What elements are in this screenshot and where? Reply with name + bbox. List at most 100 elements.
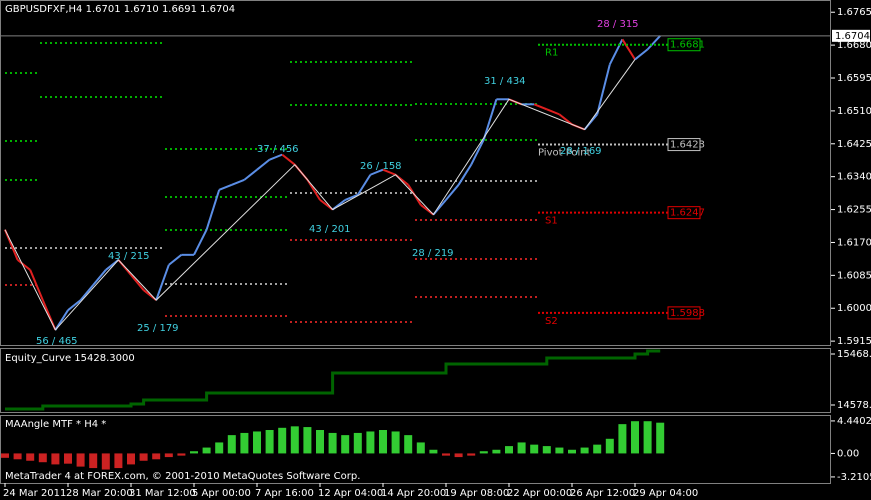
x-tick-label: 12 Apr 04:00 xyxy=(318,488,383,499)
indicator-bar xyxy=(227,435,236,454)
indicator-bar xyxy=(76,453,85,467)
price-segment xyxy=(256,158,271,171)
indicator-bar xyxy=(152,453,161,460)
indicator-bar xyxy=(391,431,400,454)
y-tick-label: 1.6000 xyxy=(837,303,871,314)
chart-title: GBPUSDFXF,H4 1.6701 1.6710 1.6691 1.6704 xyxy=(5,4,235,15)
y-tick-label: 1.6680 xyxy=(837,40,871,51)
y-tick-label: 14578.3 xyxy=(837,400,871,411)
x-tick-label: 28 Mar 20:00 xyxy=(66,488,133,499)
pivot-value: 1.5988 xyxy=(670,308,705,319)
price-segment xyxy=(470,139,485,166)
indicator-bar xyxy=(656,422,665,454)
price-segment xyxy=(546,108,560,116)
indicator-bar xyxy=(631,421,639,454)
indicator-bar xyxy=(366,431,375,454)
equity-title: Equity_Curve 15428.3000 xyxy=(5,353,135,364)
last-price-label: 1.6704 xyxy=(835,31,870,42)
y-tick-label: 1.6425 xyxy=(837,139,871,150)
zigzag-label: 43 / 215 xyxy=(108,251,150,262)
price-segment xyxy=(218,183,233,191)
indicator-bar xyxy=(479,451,488,454)
indicator-bar xyxy=(530,444,539,454)
y-tick-label: 0.00 xyxy=(837,448,859,459)
pivot-name: S1 xyxy=(545,216,558,227)
pivot-name: R1 xyxy=(545,48,558,59)
zigzag-label: 43 / 201 xyxy=(309,224,351,235)
indicator-bar xyxy=(517,442,526,454)
indicator-bar xyxy=(139,453,148,461)
indicator-bar xyxy=(454,453,463,458)
price-segment xyxy=(29,269,44,301)
indicator-bar xyxy=(416,442,425,454)
indicator-bar xyxy=(429,449,438,454)
indicator-bar xyxy=(265,430,274,454)
x-tick-label: 14 Apr 20:00 xyxy=(381,488,446,499)
price-segment xyxy=(54,309,69,331)
y-tick-label: -3.21057 xyxy=(837,472,871,483)
indicator-bar xyxy=(605,438,614,454)
indicator-title: MAAngle MTF * H4 * xyxy=(5,419,106,430)
price-segment xyxy=(634,48,649,61)
indicator-bar xyxy=(303,427,312,454)
indicator-bar xyxy=(467,453,476,456)
indicator-bar xyxy=(177,453,186,456)
x-tick-label: 22 Apr 00:00 xyxy=(507,488,572,499)
price-segment xyxy=(457,164,473,186)
equity-panel xyxy=(0,348,831,413)
zigzag-label: 37 / 456 xyxy=(257,144,299,155)
indicator-bar xyxy=(278,427,287,454)
x-tick-label: 26 Apr 12:00 xyxy=(570,488,635,499)
zigzag-label: 31 / 434 xyxy=(484,76,526,87)
indicator-bar xyxy=(26,453,35,461)
indicator-bar xyxy=(215,442,224,454)
indicator-bar xyxy=(164,453,173,458)
pivot-box xyxy=(667,306,701,320)
price-segment xyxy=(558,113,573,126)
indicator-bar xyxy=(580,447,589,454)
price-segment xyxy=(445,184,460,201)
price-segment xyxy=(621,38,636,60)
indicator-bar xyxy=(1,453,9,458)
y-tick-label: 4.44025 xyxy=(837,416,871,427)
zigzag-label: 56 / 465 xyxy=(36,336,78,347)
footer: MetaTrader 4 at FOREX.com, © 2001-2010 M… xyxy=(5,471,360,482)
price-segment xyxy=(319,199,334,211)
price-segment xyxy=(281,153,296,166)
price-segment xyxy=(344,193,359,201)
price-segment xyxy=(16,259,31,271)
indicator-bar xyxy=(38,453,47,463)
indicator-bar xyxy=(618,424,627,454)
indicator-bar xyxy=(643,421,652,454)
indicator-bar xyxy=(505,446,513,454)
indicator-bar xyxy=(240,432,249,454)
price-segment xyxy=(306,179,321,201)
zigzag-label: 28 / 219 xyxy=(412,248,454,259)
x-tick-label: 31 Mar 12:00 xyxy=(129,488,196,499)
y-tick-label: 1.6510 xyxy=(837,106,871,117)
indicator-bar xyxy=(13,453,22,460)
price-segment xyxy=(370,168,384,176)
x-tick-label: 19 Apr 08:00 xyxy=(444,488,509,499)
indicator-bar xyxy=(316,430,324,454)
price-segment xyxy=(79,284,94,301)
y-tick-label: 1.6340 xyxy=(837,172,871,183)
indicator-bar xyxy=(64,453,72,464)
y-tick-label: 1.6170 xyxy=(837,237,871,248)
zigzag-label: 26 / 158 xyxy=(360,161,402,172)
price-segment xyxy=(608,38,624,65)
price-segment xyxy=(92,269,107,286)
indicator-bar xyxy=(190,451,198,454)
pivot-name: S2 xyxy=(545,316,558,327)
y-tick-label: 1.6595 xyxy=(837,73,871,84)
last-price-box xyxy=(832,29,870,42)
price-segment xyxy=(205,189,221,230)
y-tick-label: 15468.7 xyxy=(837,349,871,360)
price-segment xyxy=(243,168,258,181)
indicator-bar xyxy=(555,447,564,454)
pivot-box xyxy=(667,138,701,152)
y-tick-label: 1.5915 xyxy=(837,336,871,347)
price-segment xyxy=(482,98,498,140)
indicator-bar xyxy=(114,453,123,469)
